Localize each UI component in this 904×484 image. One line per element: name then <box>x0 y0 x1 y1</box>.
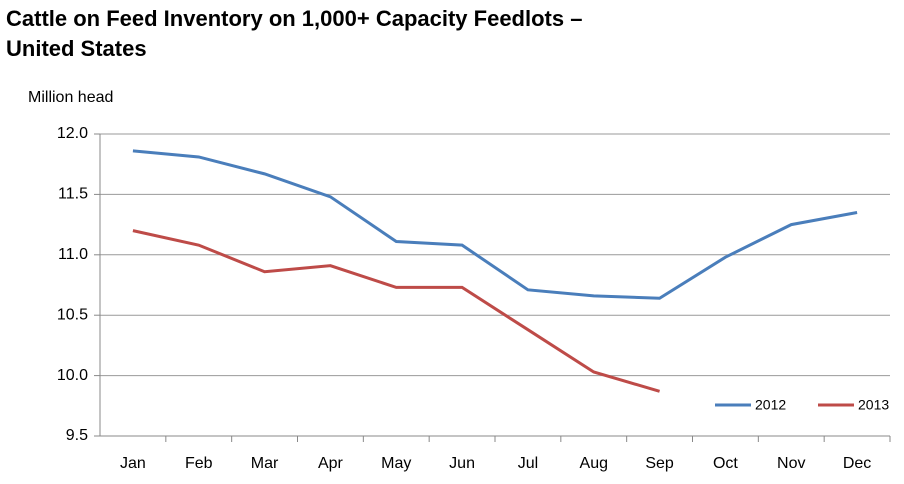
y-tick-label: 9.5 <box>66 427 88 444</box>
x-tick-label: Jun <box>449 455 475 472</box>
x-tick-label: Feb <box>185 455 213 472</box>
x-tick-label: Sep <box>645 455 674 472</box>
legend-label: 2013 <box>858 397 889 413</box>
line-series <box>132 149 858 300</box>
x-tick-label: Aug <box>580 455 608 472</box>
x-tick-label: Jan <box>120 455 146 472</box>
x-tick-label: May <box>381 455 411 472</box>
legend-label: 2012 <box>755 397 786 413</box>
y-tick-label: 10.5 <box>57 306 88 323</box>
x-tick-label: Oct <box>713 455 738 472</box>
y-tick-label: 10.0 <box>57 367 88 384</box>
line-series <box>132 229 661 393</box>
x-tick-label: Jul <box>518 455 538 472</box>
y-tick-label: 11.5 <box>58 186 88 203</box>
x-tick-label: Apr <box>318 455 344 472</box>
y-tick-label: 12.0 <box>57 125 88 142</box>
y-axis-label: Million head <box>28 89 113 106</box>
x-tick-label: Dec <box>843 455 871 472</box>
x-tick-label: Nov <box>777 455 805 472</box>
y-tick-label: 11.0 <box>58 246 88 263</box>
x-tick-label: Mar <box>251 455 279 472</box>
chart-title: Cattle on Feed Inventory on 1,000+ Capac… <box>6 6 583 61</box>
